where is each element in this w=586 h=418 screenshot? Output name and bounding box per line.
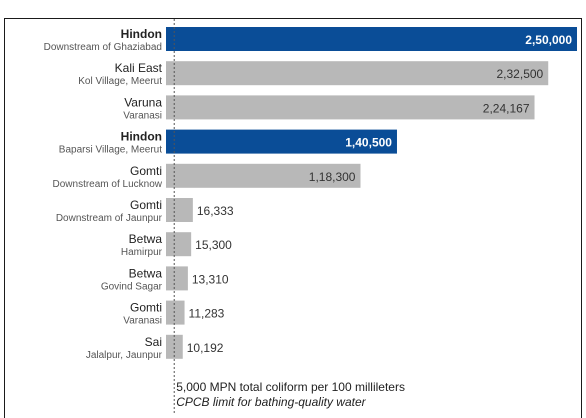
river-label: Gomti — [130, 301, 162, 315]
limit-annotation-line1: 5,000 MPN total coliform per 100 millile… — [176, 380, 405, 394]
location-label: Downstream of Jaunpur — [56, 213, 163, 224]
location-label: Varanasi — [123, 316, 162, 327]
value-label: 10,192 — [187, 341, 224, 355]
bar-8 — [166, 266, 188, 291]
location-label: Downstream of Ghaziabad — [44, 42, 162, 53]
limit-annotation-line2: CPCB limit for bathing-quality water — [176, 395, 366, 409]
river-label: Gomti — [130, 198, 162, 212]
river-label: Hindon — [121, 27, 162, 41]
bar-3 — [166, 95, 535, 120]
location-label: Kol Village, Meerut — [78, 76, 162, 87]
value-label: 2,24,167 — [483, 101, 530, 115]
river-label: Betwa — [129, 266, 163, 280]
bar-4 — [166, 129, 397, 154]
location-label: Varanasi — [123, 110, 162, 121]
value-label: 1,18,300 — [309, 170, 356, 184]
location-label: Baparsi Village, Meerut — [59, 145, 162, 156]
value-label: 2,50,000 — [525, 33, 572, 47]
location-label: Downstream of Lucknow — [53, 179, 163, 190]
value-label: 11,283 — [189, 307, 225, 321]
river-label: Kali East — [115, 61, 163, 75]
river-label: Sai — [145, 335, 162, 349]
location-label: Govind Sagar — [101, 281, 163, 292]
value-label: 13,310 — [192, 272, 229, 286]
river-label: Hindon — [121, 130, 162, 144]
bar-6 — [166, 198, 193, 222]
chart-frame — [4, 18, 582, 418]
value-label: 2,32,500 — [497, 67, 544, 81]
value-label: 15,300 — [195, 238, 232, 252]
bar-5 — [166, 163, 361, 188]
value-label: 16,333 — [197, 204, 234, 218]
location-label: Hamirpur — [121, 247, 163, 258]
bar-7 — [166, 232, 192, 257]
river-label: Varuna — [124, 95, 162, 109]
river-label: Betwa — [129, 232, 163, 246]
bar-10 — [166, 334, 183, 359]
bar-1 — [166, 27, 577, 51]
river-label: Gomti — [130, 164, 162, 178]
value-label: 1,40,500 — [345, 136, 392, 150]
bar-2 — [166, 61, 549, 86]
bar-9 — [166, 300, 185, 325]
location-label: Jalalpur, Jaunpur — [86, 350, 163, 361]
